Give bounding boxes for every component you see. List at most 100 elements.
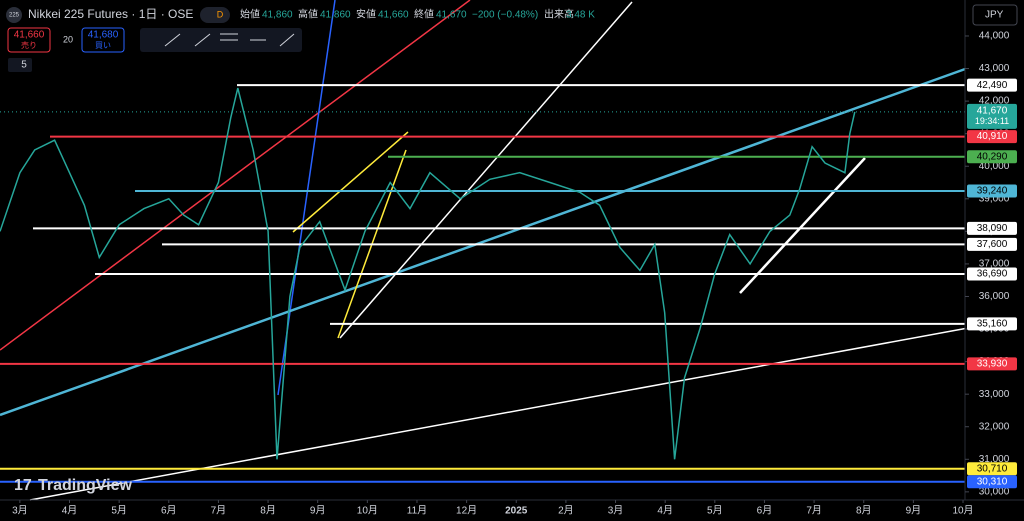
level-label: 36,690 bbox=[977, 269, 1008, 280]
axes: 30,00031,00032,00033,00034,00035,00036,0… bbox=[12, 31, 1017, 517]
level-label: 33,930 bbox=[977, 359, 1008, 370]
ohlc-value: 41,860 bbox=[262, 10, 293, 21]
status-badge bbox=[200, 7, 230, 23]
x-tick-label: 10月 bbox=[952, 505, 973, 517]
ohlc: 始値 41,860 高値 41,860 安値 41,660 終値 41,670 … bbox=[240, 8, 595, 21]
ohlc-value: 41,660 bbox=[378, 10, 409, 21]
last-price-badge bbox=[967, 103, 1017, 129]
x-tick-label: 7月 bbox=[211, 505, 227, 517]
x-tick-label: 3月 bbox=[12, 505, 28, 517]
ohlc-label: 始値 bbox=[240, 8, 260, 21]
tool-icon[interactable] bbox=[164, 33, 181, 47]
level-badge bbox=[967, 357, 1017, 371]
x-tick-label: 3月 bbox=[608, 505, 624, 517]
brand-logo: 17 bbox=[14, 477, 32, 494]
level-badge bbox=[967, 237, 1017, 251]
x-tick-label: 8月 bbox=[260, 505, 276, 517]
x-tick-label: 5月 bbox=[707, 505, 723, 517]
x-tick-label: 11月 bbox=[407, 505, 427, 517]
tool-icon[interactable] bbox=[194, 33, 211, 47]
x-tick-label: 10月 bbox=[357, 505, 378, 517]
level-label: 30,310 bbox=[977, 476, 1008, 487]
ohlc-value: 41,860 bbox=[320, 10, 351, 21]
y-tick-label: 37,000 bbox=[979, 259, 1010, 270]
y-tick-label: 44,000 bbox=[979, 31, 1010, 42]
x-tick-label: 9月 bbox=[310, 505, 326, 517]
trend-line bbox=[0, 0, 471, 351]
brand: TradingView bbox=[38, 477, 133, 494]
x-tick-label: 6月 bbox=[757, 505, 773, 517]
indicator-toggle[interactable] bbox=[8, 58, 32, 72]
level-badge bbox=[967, 221, 1017, 235]
y-tick-label: 33,000 bbox=[979, 389, 1010, 400]
sell-button[interactable] bbox=[7, 27, 51, 53]
level-label: 40,910 bbox=[977, 131, 1008, 142]
level-badge bbox=[967, 184, 1017, 198]
level-label: 38,090 bbox=[977, 223, 1008, 234]
level-badge bbox=[967, 78, 1017, 92]
status: D bbox=[217, 9, 224, 19]
level-label: 30,710 bbox=[977, 463, 1008, 474]
level-label: 37,600 bbox=[977, 239, 1008, 250]
indicator-count: 5 bbox=[21, 60, 27, 71]
level-badge bbox=[967, 130, 1017, 144]
plot bbox=[0, 84, 965, 483]
x-tick-label: 12月 bbox=[456, 505, 477, 517]
change: −200 (−0.48%) bbox=[472, 10, 538, 21]
ohlc-value: 41,670 bbox=[436, 10, 467, 21]
currency: JPY bbox=[985, 10, 1004, 21]
symbol-title: Nikkei 225 Futures · 1日 · OSE bbox=[28, 7, 193, 21]
symbol-icon-text: 225 bbox=[9, 13, 20, 19]
trend-line bbox=[29, 327, 969, 501]
level-label: 39,240 bbox=[977, 186, 1008, 197]
buy-price: 41,680 bbox=[88, 30, 119, 41]
level-label: 40,290 bbox=[977, 151, 1008, 162]
buy-button[interactable] bbox=[81, 27, 125, 53]
level-badge bbox=[967, 150, 1017, 164]
trend-line bbox=[292, 131, 409, 233]
trend-line bbox=[739, 157, 866, 294]
level-badge bbox=[967, 462, 1017, 476]
x-tick-label: 2025 bbox=[505, 506, 528, 517]
y-tick-label: 40,000 bbox=[979, 161, 1010, 172]
trend-line bbox=[339, 1, 633, 339]
sell-price: 41,660 bbox=[14, 30, 45, 41]
last-price-time: 19:34:11 bbox=[975, 116, 1009, 126]
level-badge bbox=[967, 267, 1017, 281]
x-tick-label: 4月 bbox=[62, 505, 78, 517]
tool-icon[interactable] bbox=[279, 33, 295, 47]
x-tick-label: 6月 bbox=[161, 505, 177, 517]
x-tick-label: 8月 bbox=[856, 505, 872, 517]
level-label: 42,490 bbox=[977, 80, 1008, 91]
y-tick-label: 43,000 bbox=[979, 63, 1010, 74]
volume-label: 出来高 bbox=[544, 8, 574, 21]
y-tick-label: 30,000 bbox=[979, 486, 1010, 497]
volume: 3.48 K bbox=[566, 10, 595, 21]
y-tick-label: 31,000 bbox=[979, 454, 1010, 465]
level-badge bbox=[967, 317, 1017, 331]
currency-button[interactable] bbox=[972, 4, 1018, 26]
level-badge bbox=[967, 475, 1017, 489]
spread: 20 bbox=[63, 34, 73, 44]
ohlc-label: 高値 bbox=[298, 8, 318, 21]
y-tick-label: 36,000 bbox=[979, 291, 1010, 302]
trend-line bbox=[0, 66, 969, 417]
x-tick-label: 7月 bbox=[806, 505, 822, 517]
x-tick-label: 5月 bbox=[111, 505, 127, 517]
ohlc-label: 終値 bbox=[414, 8, 434, 21]
last-price-label: 41,670 bbox=[977, 105, 1008, 116]
y-tick-label: 32,000 bbox=[979, 421, 1010, 432]
price-line bbox=[0, 87, 856, 460]
y-tick-label: 42,000 bbox=[979, 96, 1010, 107]
sell-label: 売り bbox=[21, 40, 37, 50]
x-tick-label: 2月 bbox=[558, 505, 574, 517]
x-tick-label: 4月 bbox=[657, 505, 673, 517]
symbol-icon bbox=[6, 7, 22, 23]
ohlc-label: 安値 bbox=[356, 8, 376, 21]
x-tick-label: 9月 bbox=[906, 505, 922, 517]
level-label: 35,160 bbox=[977, 318, 1008, 329]
buy-label: 買い bbox=[95, 41, 111, 50]
